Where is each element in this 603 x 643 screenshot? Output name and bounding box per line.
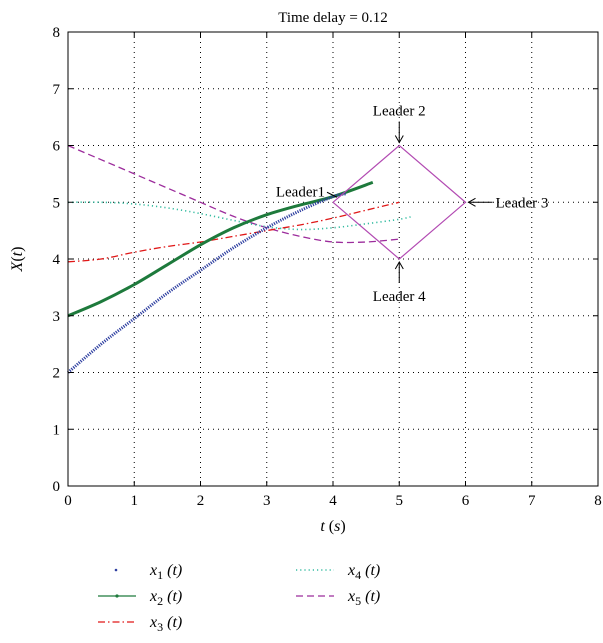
ticks: 0 1 2 3 4 5 6 7 8 0 1 2 3 4 5 6 7 8	[53, 25, 602, 509]
legend-label-x4: x4 (t)	[347, 562, 380, 582]
y-tick-label: 1	[53, 422, 61, 438]
series-line-x2	[67, 180, 374, 318]
y-tick-label: 0	[53, 479, 61, 495]
x-tick-label: 3	[263, 493, 271, 509]
y-tick-label: 7	[53, 82, 61, 98]
chart-title: Time delay = 0.12	[278, 10, 388, 26]
annotation-label: Leader 2	[373, 104, 426, 120]
annotation-layer: Leader1 Leader 2 Leader 3 Leader 4	[276, 104, 549, 306]
y-axis-label: X(t)	[9, 247, 26, 273]
annotation-label: Leader 3	[496, 195, 549, 211]
legend-label-x5: x5 (t)	[347, 588, 380, 608]
annotation-arrowhead	[467, 197, 476, 207]
x-tick-label: 4	[329, 493, 337, 509]
leader-formation	[332, 144, 467, 260]
y-tick-label: 3	[53, 309, 61, 325]
x-axis-label: t (s)	[320, 518, 345, 535]
legend-swatch-x1	[114, 568, 118, 572]
series-line-x3	[67, 201, 400, 263]
x-tick-label: 0	[64, 493, 72, 509]
legend-label-x1: x1 (t)	[149, 562, 182, 582]
legend-label-x2: x2 (t)	[149, 588, 182, 608]
annotation-arrowhead	[394, 135, 404, 144]
y-tick-label: 2	[53, 366, 61, 382]
x-tick-label: 5	[396, 493, 404, 509]
x-tick-label: 6	[462, 493, 470, 509]
legend: x1 (t) x2 (t) x3 (t) x4 (t) x5 (t)	[98, 562, 380, 634]
annotation-arrowhead	[394, 260, 404, 270]
series-line-x4	[67, 201, 413, 231]
x-tick-label: 2	[197, 493, 205, 509]
y-tick-label: 6	[53, 139, 61, 155]
y-tick-label: 5	[53, 195, 61, 211]
y-tick-label: 4	[53, 252, 61, 268]
legend-label-x3: x3 (t)	[149, 614, 182, 634]
grid	[68, 32, 598, 486]
annotation-label: Leader1	[276, 184, 325, 200]
series-line-x1	[67, 192, 347, 374]
series-line-x5	[67, 144, 400, 244]
annotation-label: Leader 4	[373, 289, 426, 305]
x-tick-label: 7	[528, 493, 536, 509]
annotation-arrow	[326, 191, 338, 198]
leader-layer	[332, 144, 467, 260]
x-tick-label: 8	[594, 493, 602, 509]
series-layer	[67, 144, 413, 374]
y-tick-label: 8	[53, 25, 61, 41]
x-tick-label: 1	[131, 493, 139, 509]
legend-marker	[115, 594, 119, 598]
